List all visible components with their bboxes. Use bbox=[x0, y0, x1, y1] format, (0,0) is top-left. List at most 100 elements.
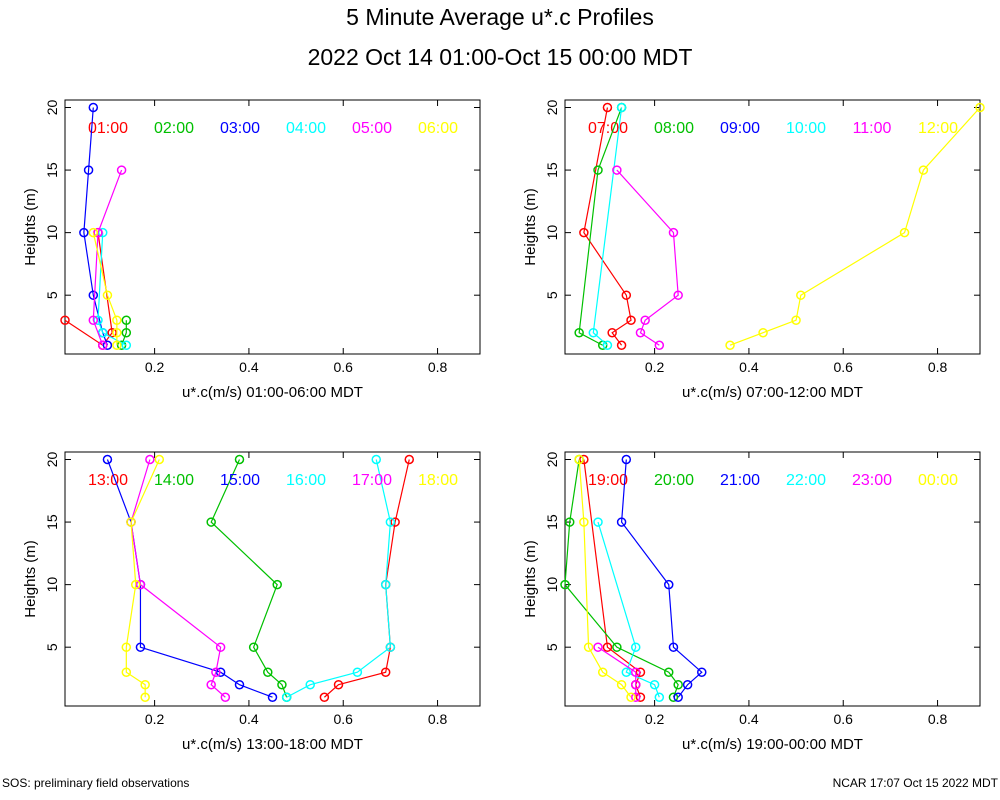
data-point bbox=[635, 692, 646, 702]
x-tick-label: 0.8 bbox=[428, 711, 448, 727]
data-point bbox=[135, 642, 146, 652]
series-line bbox=[583, 459, 642, 698]
y-tick-label: 20 bbox=[44, 100, 60, 116]
data-point bbox=[593, 642, 603, 652]
legend-label: 22:00 bbox=[786, 472, 826, 489]
series-line bbox=[130, 459, 226, 698]
data-point bbox=[88, 227, 99, 238]
y-axis-label: Heights (m) bbox=[522, 188, 539, 266]
data-point bbox=[102, 340, 113, 350]
data-point bbox=[380, 579, 391, 590]
data-point bbox=[385, 517, 396, 527]
data-point bbox=[102, 290, 113, 300]
series-line bbox=[620, 459, 703, 698]
data-point bbox=[791, 315, 801, 325]
data-point bbox=[93, 227, 103, 238]
legend-label: 19:00 bbox=[588, 472, 628, 489]
legend-label: 08:00 bbox=[654, 120, 694, 137]
data-point bbox=[215, 642, 226, 652]
data-point bbox=[654, 340, 665, 350]
data-point bbox=[612, 165, 622, 175]
x-tick-label: 0.2 bbox=[145, 711, 165, 727]
data-point bbox=[560, 579, 570, 590]
data-point bbox=[616, 679, 627, 690]
series-line bbox=[616, 169, 679, 346]
data-point bbox=[154, 454, 165, 465]
x-axis-label: u*.c(m/s) 19:00-00:00 MDT bbox=[682, 736, 863, 753]
data-point bbox=[206, 679, 216, 690]
series-line bbox=[564, 459, 679, 698]
data-point bbox=[668, 642, 679, 652]
legend-label: 13:00 bbox=[88, 472, 128, 489]
x-tick-label: 0.8 bbox=[928, 711, 948, 727]
x-axis-label: u*.c(m/s) 13:00-18:00 MDT bbox=[182, 736, 363, 753]
data-point bbox=[121, 642, 132, 652]
data-point bbox=[277, 679, 287, 690]
series-2200 bbox=[593, 517, 665, 702]
data-point bbox=[248, 642, 259, 652]
legend-label: 10:00 bbox=[786, 120, 826, 137]
data-point bbox=[635, 667, 646, 677]
legend-label: 17:00 bbox=[352, 472, 392, 489]
panel-3: 0.2 0.4 0.6 0.8 5 10 15 20 u*.c(m/s) 13:00-18:00… bbox=[22, 451, 481, 753]
data-point bbox=[697, 667, 707, 677]
panel-1: 0.2 0.4 0.6 0.8 5 10 15 20 u*.c(m/s) 01:00-06:00… bbox=[22, 99, 481, 401]
data-point bbox=[626, 315, 636, 325]
data-point bbox=[206, 517, 216, 527]
series-0200 bbox=[116, 315, 132, 350]
data-point bbox=[630, 692, 641, 702]
data-point bbox=[333, 679, 344, 690]
data-point bbox=[88, 102, 99, 113]
data-point bbox=[574, 327, 584, 338]
series-2100 bbox=[616, 454, 707, 702]
data-point bbox=[621, 290, 632, 300]
data-point bbox=[607, 327, 617, 338]
data-point bbox=[597, 667, 608, 677]
data-point bbox=[140, 679, 150, 690]
legend-label: 05:00 bbox=[352, 120, 392, 137]
series-1000 bbox=[588, 102, 627, 350]
data-point bbox=[616, 102, 627, 113]
data-point bbox=[612, 642, 622, 652]
data-point bbox=[97, 340, 108, 350]
data-point bbox=[682, 679, 693, 690]
series-2300 bbox=[593, 642, 641, 702]
data-point bbox=[588, 327, 599, 338]
figure-title: 5 Minute Average u*.c Profiles bbox=[346, 4, 654, 30]
legend-label: 14:00 bbox=[154, 472, 194, 489]
data-point bbox=[649, 679, 660, 690]
series-1700 bbox=[126, 454, 231, 702]
series-line bbox=[64, 232, 113, 347]
series-line bbox=[592, 107, 623, 346]
series-line bbox=[597, 646, 637, 698]
plot-frame bbox=[64, 99, 481, 355]
data-point bbox=[899, 227, 910, 238]
data-point bbox=[673, 290, 683, 300]
series-1100 bbox=[612, 165, 683, 350]
legend-label: 11:00 bbox=[853, 120, 892, 137]
data-point bbox=[404, 454, 415, 465]
data-point bbox=[140, 692, 150, 702]
x-tick-label: 0.4 bbox=[739, 359, 759, 375]
footer-source-note: SOS: preliminary field observations bbox=[2, 776, 190, 790]
y-tick-label: 20 bbox=[544, 452, 560, 468]
footer-timestamp: NCAR 17:07 Oct 15 2022 MDT bbox=[832, 776, 998, 790]
data-point bbox=[616, 517, 627, 527]
data-point bbox=[60, 315, 70, 325]
x-tick-label: 0.6 bbox=[834, 711, 854, 727]
y-tick-label: 5 bbox=[544, 643, 560, 651]
legend-label: 12:00 bbox=[918, 120, 958, 137]
x-tick-label: 0.4 bbox=[239, 359, 259, 375]
series-line bbox=[578, 459, 632, 698]
legend-label: 09:00 bbox=[720, 120, 760, 137]
data-point bbox=[630, 679, 641, 690]
data-point bbox=[79, 227, 89, 238]
series-0500 bbox=[88, 165, 127, 350]
x-axis-label: u*.c(m/s) 07:00-12:00 MDT bbox=[682, 384, 863, 401]
data-point bbox=[83, 165, 94, 175]
data-point bbox=[121, 340, 132, 350]
series-line bbox=[106, 459, 273, 698]
x-tick-label: 0.2 bbox=[645, 359, 665, 375]
y-tick-label: 15 bbox=[44, 162, 60, 178]
